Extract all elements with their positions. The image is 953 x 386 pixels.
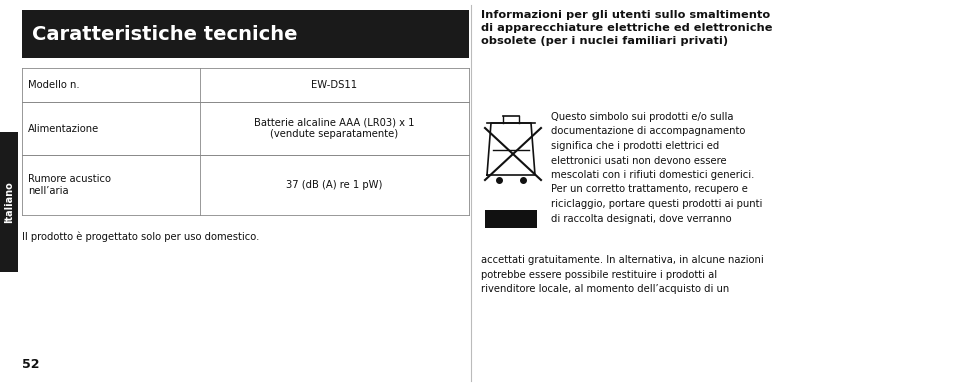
Text: EW-DS11: EW-DS11 (311, 80, 357, 90)
Text: Per un corretto trattamento, recupero e: Per un corretto trattamento, recupero e (551, 185, 747, 195)
Text: documentazione di accompagnamento: documentazione di accompagnamento (551, 127, 744, 137)
Text: Italiano: Italiano (4, 181, 14, 223)
Text: di raccolta designati, dove verranno: di raccolta designati, dove verranno (551, 213, 731, 223)
Text: elettronici usati non devono essere: elettronici usati non devono essere (551, 156, 726, 166)
Bar (484, 210, 537, 228)
Text: 52: 52 (22, 358, 39, 371)
Text: Rumore acustico
nell’aria: Rumore acustico nell’aria (28, 174, 111, 196)
Text: Questo simbolo sui prodotti e/o sulla: Questo simbolo sui prodotti e/o sulla (551, 112, 733, 122)
Text: Caratteristiche tecniche: Caratteristiche tecniche (32, 24, 297, 44)
Text: Il prodotto è progettato solo per uso domestico.: Il prodotto è progettato solo per uso do… (22, 232, 259, 242)
Text: potrebbe essere possibile restituire i prodotti al: potrebbe essere possibile restituire i p… (480, 269, 717, 279)
Text: Alimentazione: Alimentazione (28, 124, 99, 134)
Text: significa che i prodotti elettrici ed: significa che i prodotti elettrici ed (551, 141, 719, 151)
Text: Batterie alcaline AAA (LR03) x 1
(vendute separatamente): Batterie alcaline AAA (LR03) x 1 (vendut… (254, 118, 415, 139)
Text: mescolati con i rifiuti domestici generici.: mescolati con i rifiuti domestici generi… (551, 170, 754, 180)
Text: Informazioni per gli utenti sullo smaltimento
di apparecchiature elettriche ed e: Informazioni per gli utenti sullo smalti… (480, 10, 772, 46)
Text: rivenditore locale, al momento dell’acquisto di un: rivenditore locale, al momento dell’acqu… (480, 284, 728, 294)
Text: riciclaggio, portare questi prodotti ai punti: riciclaggio, portare questi prodotti ai … (551, 199, 761, 209)
Text: Modello n.: Modello n. (28, 80, 79, 90)
Text: accettati gratuitamente. In alternativa, in alcune nazioni: accettati gratuitamente. In alternativa,… (480, 255, 763, 265)
Bar (0, 132, 18, 272)
Text: 37 (dB (A) re 1 pW): 37 (dB (A) re 1 pW) (286, 180, 382, 190)
Bar (22, 10, 469, 58)
